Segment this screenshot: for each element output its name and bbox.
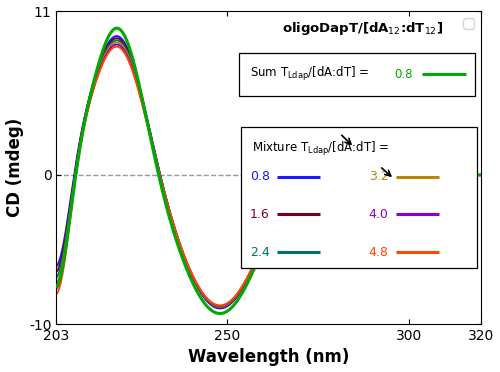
X-axis label: Wavelength (nm): Wavelength (nm) (188, 349, 350, 366)
Text: 0.8: 0.8 (394, 68, 412, 81)
Text: Mixture T$_{\mathregular{Ldap}}$/[dA:dT] =: Mixture T$_{\mathregular{Ldap}}$/[dA:dT]… (252, 140, 390, 158)
Legend:  (464, 18, 474, 29)
Text: 2.4: 2.4 (250, 246, 270, 259)
Text: 4.0: 4.0 (368, 208, 388, 221)
Text: Sum T$_{\mathregular{Ldap}}$/[dA:dT] =: Sum T$_{\mathregular{Ldap}}$/[dA:dT] = (250, 65, 370, 83)
Text: 4.8: 4.8 (368, 246, 388, 259)
Y-axis label: CD (mdeg): CD (mdeg) (6, 118, 24, 217)
Bar (242, 127, 477, 268)
Text: 0.8: 0.8 (250, 170, 270, 183)
Bar (239, 53, 475, 96)
Text: 3.2: 3.2 (368, 170, 388, 183)
Text: 1.6: 1.6 (250, 208, 270, 221)
Text: oligoDapT/[dA$_{12}$:dT$_{12}$]: oligoDapT/[dA$_{12}$:dT$_{12}$] (282, 20, 443, 38)
